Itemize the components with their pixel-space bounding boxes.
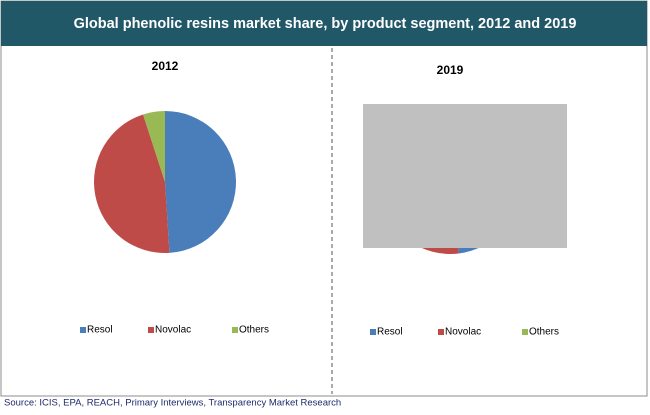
legend-swatch <box>232 327 238 333</box>
legend-swatch <box>148 327 154 333</box>
header-band <box>1 1 647 46</box>
source: Source: ICIS, EPA, REACH, Primary Interv… <box>4 398 341 409</box>
legend-label: Others <box>529 327 559 338</box>
page-title: Global phenolic resins market share, by … <box>74 16 577 32</box>
pie-slice <box>143 111 165 182</box>
pie-slice <box>165 111 236 253</box>
pie-slice <box>94 114 170 253</box>
legend-swatch <box>522 329 528 335</box>
legend-label: Novolac <box>445 327 481 338</box>
legend-swatch <box>370 329 376 335</box>
legend-label: Resol <box>87 325 113 336</box>
placeholder-overlay <box>363 104 567 248</box>
legend-swatch <box>80 327 86 333</box>
chart-title: 2019 <box>437 63 464 77</box>
chart-title: 2012 <box>152 59 179 73</box>
legend-swatch <box>438 329 444 335</box>
legend-label: Others <box>239 325 269 336</box>
legend-label: Resol <box>377 327 403 338</box>
legend-label: Novolac <box>155 325 191 336</box>
